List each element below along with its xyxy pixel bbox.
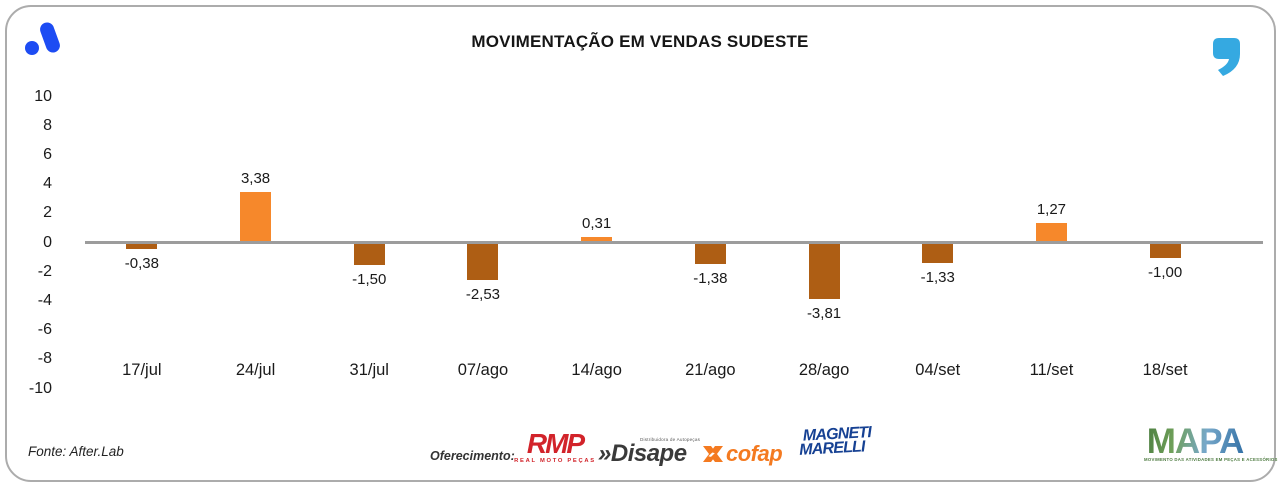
cofap-x-icon bbox=[703, 446, 723, 462]
bar bbox=[126, 243, 158, 250]
cofap-logo: cofap bbox=[703, 441, 783, 466]
y-axis-tick-label: -10 bbox=[28, 379, 52, 397]
disape-chevrons: » bbox=[598, 440, 611, 467]
bar bbox=[1149, 243, 1181, 259]
x-axis-tick-label: 11/set bbox=[1029, 361, 1074, 379]
y-axis-tick-label: -6 bbox=[37, 321, 52, 339]
afterlab-logo bbox=[25, 22, 60, 55]
rmp-subtext: REAL MOTO PEÇAS bbox=[514, 458, 596, 464]
y-axis-tick-label: 4 bbox=[43, 175, 52, 193]
bar-value-label: -0,38 bbox=[124, 255, 159, 273]
mapa-wordmark: MAPA bbox=[1144, 424, 1246, 459]
x-axis-tick-label: 18/set bbox=[1142, 361, 1188, 379]
x-axis-zero-line bbox=[85, 241, 1263, 244]
bar-value-label: -1,50 bbox=[352, 271, 387, 289]
x-axis-tick-label: 17/jul bbox=[122, 361, 162, 379]
x-axis-tick-label: 04/set bbox=[915, 361, 961, 379]
x-axis-tick-label: 28/ago bbox=[798, 361, 850, 379]
x-axis-tick-label: 07/ago bbox=[457, 361, 509, 379]
disape-logo: Distribuidora de Autopeças »Disape bbox=[598, 437, 701, 467]
bar bbox=[922, 243, 954, 263]
bar bbox=[353, 243, 385, 266]
y-axis-tick-label: 6 bbox=[43, 145, 52, 163]
y-axis-tick-label: 2 bbox=[43, 204, 52, 222]
bar-value-label: -1,00 bbox=[1148, 264, 1183, 282]
bar-value-label: -1,33 bbox=[920, 268, 955, 286]
bar bbox=[1035, 222, 1067, 242]
rmp-wordmark: RMP bbox=[526, 428, 585, 459]
cofap-wordmark: cofap bbox=[726, 441, 783, 466]
bar-value-label: 0,31 bbox=[582, 214, 612, 232]
bar-value-label: 3,38 bbox=[240, 170, 271, 188]
magneti-marelli-logo: MAGNETI MARELLI bbox=[796, 424, 872, 459]
bar bbox=[240, 192, 272, 242]
x-axis-tick-label: 24/jul bbox=[235, 361, 276, 379]
x-axis-tick-label: 31/jul bbox=[349, 361, 389, 379]
bar bbox=[581, 236, 613, 242]
y-axis-tick-label: -8 bbox=[37, 350, 52, 368]
disape-wordmark: »Disape bbox=[598, 440, 700, 467]
mapa-logo: MAPA MOVIMENTO DAS ATIVIDADES EM PEÇAS E… bbox=[1144, 424, 1278, 462]
y-axis-tick-label: -4 bbox=[37, 291, 52, 309]
bar-value-label: 1,27 bbox=[1036, 200, 1067, 218]
bar-value-label: -1,38 bbox=[693, 269, 728, 287]
disape-name: Disape bbox=[610, 440, 687, 467]
source-note: Fonte: After.Lab bbox=[28, 444, 124, 459]
chart-title: MOVIMENTAÇÃO EM VENDAS SUDESTE bbox=[471, 32, 809, 51]
y-axis-tick-label: 10 bbox=[34, 87, 52, 105]
bar bbox=[467, 243, 499, 281]
y-axis-tick-label: 0 bbox=[43, 233, 52, 251]
x-axis-tick-label: 21/ago bbox=[685, 361, 736, 379]
quote-icon bbox=[1213, 38, 1240, 76]
bar bbox=[808, 243, 840, 300]
magneti-line2: MARELLI bbox=[798, 438, 866, 459]
rmp-logo: RMP REAL MOTO PEÇAS bbox=[513, 428, 597, 465]
mapa-tagline: MOVIMENTO DAS ATIVIDADES EM PEÇAS E ACES… bbox=[1144, 457, 1278, 462]
sponsorship-label: Oferecimento: bbox=[430, 449, 515, 463]
bar bbox=[694, 243, 726, 264]
x-axis-tick-label: 14/ago bbox=[571, 361, 622, 379]
y-axis-tick-label: 8 bbox=[43, 116, 52, 134]
bar-value-label: -3,81 bbox=[806, 305, 842, 323]
bar-value-label: -2,53 bbox=[465, 286, 501, 304]
y-axis-tick-label: -2 bbox=[37, 262, 52, 280]
disape-subtext: Distribuidora de Autopeças bbox=[640, 437, 701, 442]
